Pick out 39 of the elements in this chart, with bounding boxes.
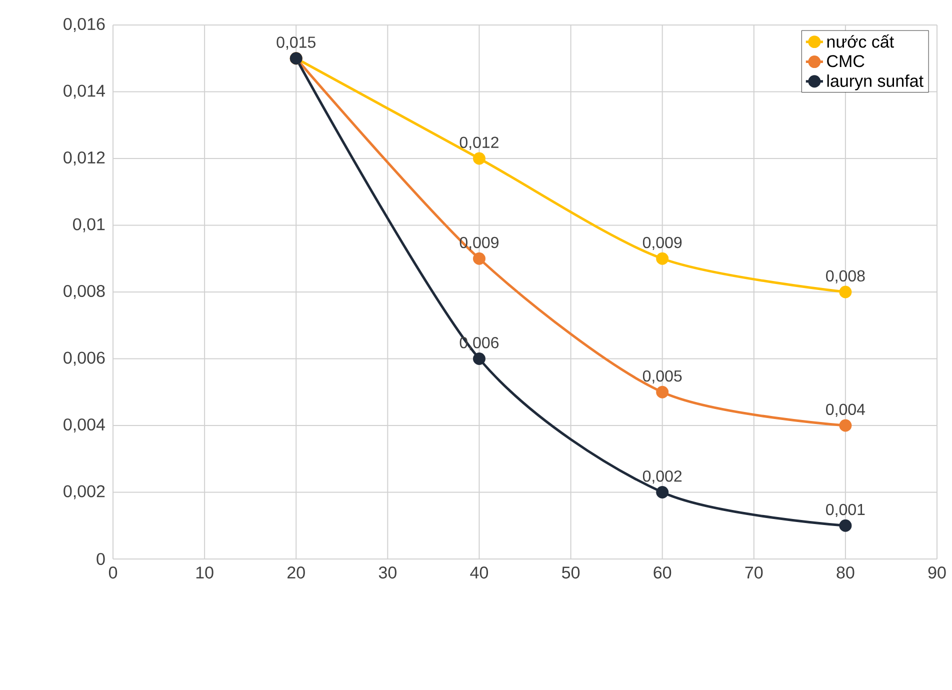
point: [839, 419, 852, 432]
legend-label: nước cất: [827, 34, 894, 48]
point: [656, 252, 669, 265]
y-tick-label: 0: [96, 552, 105, 566]
y-tick-label: 0,01: [73, 218, 105, 232]
data-label: 0,001: [826, 504, 865, 518]
point: [472, 152, 486, 165]
y-tick-label: 0,012: [64, 151, 105, 166]
y-tick-label: 0,002: [64, 485, 105, 500]
y-tick-label: 0,004: [64, 418, 105, 433]
x-tick-label: 60: [654, 566, 672, 579]
data-label: 0,004: [826, 404, 865, 417]
point: [656, 486, 669, 498]
x-tick-label: 20: [288, 566, 305, 579]
x-tick-label: 0: [108, 566, 118, 579]
point: [656, 386, 669, 398]
y-tick-label: 0,014: [64, 84, 105, 99]
point: [839, 286, 852, 298]
data-label: 0,009: [642, 236, 682, 250]
point: [472, 252, 486, 265]
data-label: 0,015: [276, 36, 316, 50]
x-tick-label: 30: [378, 566, 396, 579]
data-label: 0,008: [826, 270, 865, 284]
data-label: 0,005: [642, 370, 682, 384]
legend-label: CMC: [827, 55, 864, 68]
point: [472, 352, 486, 365]
data-label: 0,012: [460, 136, 498, 150]
x-tick-label: 40: [470, 566, 488, 579]
point: [839, 519, 852, 532]
legend-label: lauryn sunfat: [827, 74, 924, 90]
x-tick-label: 70: [745, 566, 763, 579]
x-tick-label: 10: [196, 566, 214, 579]
data-label: 0,002: [642, 470, 682, 484]
x-tick-label: 50: [562, 566, 580, 579]
x-tick-label: 80: [836, 566, 854, 579]
y-tick-label: 0,006: [64, 352, 105, 366]
x-tick-label: 90: [928, 566, 946, 579]
y-tick-label: 0,016: [64, 18, 105, 32]
y-tick-label: 0,008: [64, 284, 105, 300]
